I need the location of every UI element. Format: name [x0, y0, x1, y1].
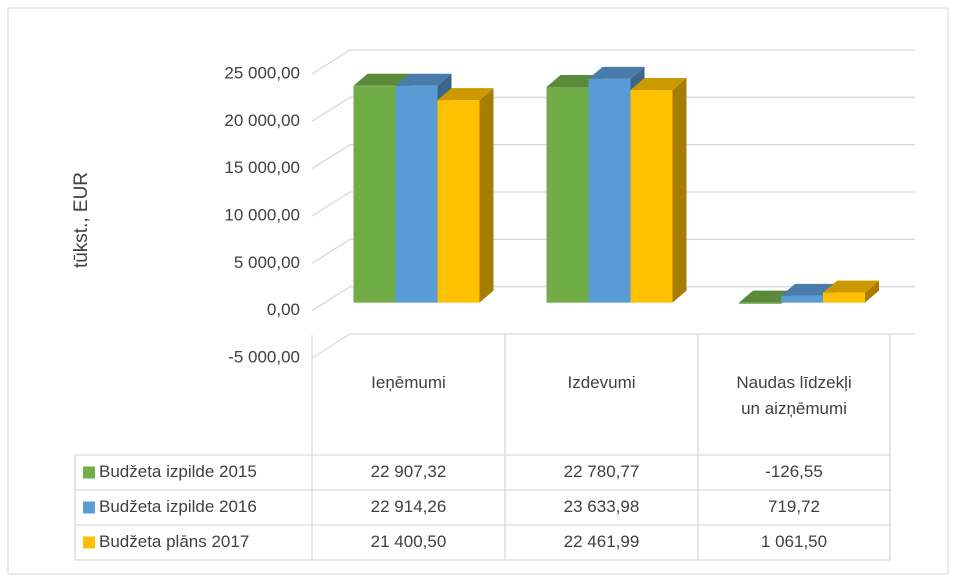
grid-line [311, 238, 915, 264]
table-value: 21 400,50 [371, 532, 447, 551]
table-value: 23 633,98 [564, 497, 640, 516]
bar [437, 100, 480, 303]
y-axis-title: tūkst., EUR [71, 172, 92, 268]
y-tick-label: 0,00 [267, 300, 300, 319]
grid-line [311, 286, 915, 312]
x-tick-label: Ieņēmumi [371, 373, 446, 392]
bar [546, 87, 589, 303]
bar [395, 85, 438, 303]
grid-line [311, 49, 915, 75]
y-tick-label: 5 000,00 [234, 253, 300, 272]
bar-top [630, 78, 687, 91]
y-tick-label: 20 000,00 [224, 111, 300, 130]
table-value: 22 907,32 [371, 462, 447, 481]
y-tick-label: 25 000,00 [224, 63, 300, 82]
bar [588, 78, 631, 303]
x-tick-label: Naudas līdzekļi un aizņēmumi [736, 373, 852, 418]
bar [739, 302, 781, 304]
legend-key [83, 536, 95, 549]
bar-top [437, 88, 494, 101]
table-value: 22 461,99 [564, 532, 640, 551]
y-tick-label: 15 000,00 [224, 158, 300, 177]
legend-key [83, 501, 95, 514]
legend-label: Budžeta izpilde 2016 [99, 497, 257, 516]
bar [823, 292, 865, 303]
bar-top [588, 66, 645, 79]
bar [781, 295, 823, 303]
grid-line [311, 333, 915, 359]
grid-line [311, 191, 915, 217]
legend-label: Budžeta plāns 2017 [99, 532, 249, 551]
table-value: 1 061,50 [761, 532, 827, 551]
bar [353, 85, 396, 303]
bar-top [395, 73, 452, 86]
bar-side [865, 280, 879, 303]
bar-top [353, 73, 410, 86]
bar-side [672, 78, 687, 303]
legend-label: Budžeta izpilde 2015 [99, 462, 257, 481]
bar-side [479, 88, 494, 303]
table-value: 22 780,77 [564, 462, 640, 481]
bar [630, 90, 673, 303]
grid-line [311, 96, 915, 122]
x-tick-label: Izdevumi [567, 373, 636, 392]
grid-line [311, 144, 915, 170]
table-value: 719,72 [768, 497, 820, 516]
table-value: -126,55 [765, 462, 823, 481]
y-tick-label: 10 000,00 [224, 205, 300, 224]
y-tick-label: -5 000,00 [228, 347, 300, 366]
bar-top [823, 280, 879, 293]
table-value: 22 914,26 [371, 497, 447, 516]
legend-key [83, 466, 95, 479]
